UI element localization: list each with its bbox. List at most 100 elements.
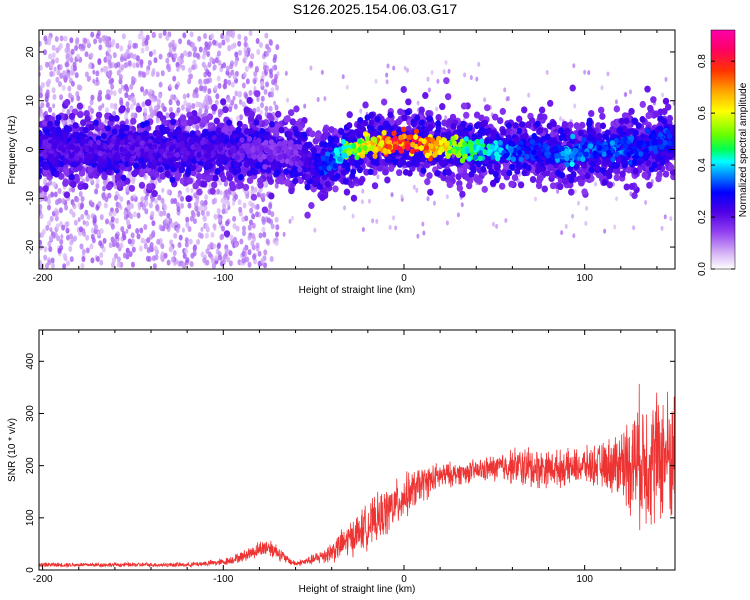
heatmap-cell <box>195 173 203 181</box>
heatmap-noise-cell <box>80 213 85 220</box>
heatmap-noise-cell <box>124 114 129 121</box>
heatmap-noise-cell <box>158 92 163 99</box>
heatmap-noise-cell <box>263 249 268 256</box>
heatmap-noise-cell <box>125 86 130 93</box>
heatmap-cell <box>484 104 491 112</box>
heatmap-noise-cell <box>168 217 173 224</box>
heatmap-noise-cell <box>239 114 244 121</box>
heatmap-noise-cell <box>166 212 171 219</box>
heatmap-noise-cell <box>585 205 589 211</box>
heatmap-noise-cell <box>672 100 675 106</box>
heatmap-noise-cell <box>249 219 254 226</box>
heatmap-cell <box>332 185 339 193</box>
heatmap-noise-cell <box>148 202 153 209</box>
heatmap-noise-cell <box>86 213 91 220</box>
heatmap-cell <box>508 180 515 188</box>
heatmap-noise-cell <box>109 62 113 68</box>
heatmap-noise-cell <box>244 215 249 222</box>
heatmap-noise-cell <box>200 226 204 232</box>
heatmap-cell <box>186 177 194 185</box>
heatmap-noise-cell <box>176 66 180 72</box>
heatmap-noise-cell <box>213 226 217 232</box>
heatmap-noise-cell <box>271 79 276 86</box>
heatmap-noise-cell <box>47 35 52 42</box>
heatmap-noise-cell <box>125 101 130 108</box>
heatmap-noise-cell <box>71 201 75 207</box>
heatmap-noise-cell <box>213 213 218 220</box>
heatmap-noise-cell <box>214 99 219 106</box>
heatmap-noise-cell <box>187 67 192 74</box>
heatmap-noise-cell <box>226 96 231 103</box>
heatmap-noise-cell <box>68 245 73 252</box>
heatmap-noise-cell <box>660 225 664 231</box>
heatmap-noise-cell <box>45 89 50 96</box>
heatmap-cell <box>568 188 575 196</box>
heatmap-noise-cell <box>148 50 153 57</box>
heatmap-noise-cell <box>39 64 43 71</box>
heatmap-noise-cell <box>193 244 198 251</box>
heatmap-noise-cell <box>260 257 265 264</box>
heatmap-noise-cell <box>187 202 192 209</box>
heatmap-cell <box>254 90 261 98</box>
heatmap-noise-cell <box>573 188 577 194</box>
heatmap-noise-cell <box>198 101 203 108</box>
heatmap-noise-cell <box>200 251 205 258</box>
heatmap-cell <box>653 110 660 118</box>
heatmap-noise-cell <box>83 37 88 44</box>
heatmap-noise-cell <box>62 263 67 269</box>
heatmap-noise-cell <box>112 238 117 245</box>
heatmap-noise-cell <box>165 223 170 230</box>
heatmap-noise-cell <box>249 60 254 67</box>
heatmap-noise-cell <box>161 187 165 193</box>
heatmap-noise-cell <box>195 52 200 59</box>
heatmap-noise-cell <box>181 64 186 71</box>
heatmap-noise-cell <box>85 247 90 254</box>
heatmap-noise-cell <box>261 216 266 223</box>
heatmap-noise-cell <box>415 187 419 193</box>
heatmap-noise-cell <box>68 233 73 240</box>
heatmap-cell <box>446 118 453 126</box>
heatmap-noise-cell <box>39 204 43 211</box>
heatmap-noise-cell <box>225 65 230 72</box>
heatmap-noise-cell <box>49 71 54 78</box>
heatmap-noise-cell <box>445 220 449 226</box>
heatmap-noise-cell <box>155 117 160 124</box>
heatmap-cell <box>201 116 208 124</box>
heatmap-noise-cell <box>189 73 194 80</box>
heatmap-noise-cell <box>197 35 202 42</box>
heatmap-noise-cell <box>39 108 43 115</box>
heatmap-noise-cell <box>245 78 250 85</box>
heatmap-noise-cell <box>421 221 425 227</box>
heatmap-noise-cell <box>78 226 83 233</box>
heatmap-noise-cell <box>188 238 193 245</box>
heatmap-noise-cell <box>77 217 81 223</box>
heatmap-noise-cell <box>156 238 161 245</box>
heatmap-noise-cell <box>111 257 116 264</box>
heatmap-noise-cell <box>232 95 236 101</box>
heatmap-cell <box>444 93 452 101</box>
heatmap-noise-cell <box>180 195 185 202</box>
heatmap-cell <box>388 118 395 126</box>
heatmap-cell <box>563 127 570 135</box>
heatmap-noise-cell <box>219 234 224 241</box>
heatmap-noise-cell <box>44 61 49 68</box>
heatmap-cell <box>418 106 425 114</box>
heatmap-noise-cell <box>232 223 237 230</box>
heatmap-noise-cell <box>49 63 54 70</box>
heatmap-noise-cell <box>456 212 460 218</box>
heatmap-noise-cell <box>152 263 157 269</box>
heatmap-noise-cell <box>545 69 549 75</box>
heatmap-cell <box>268 192 275 200</box>
heatmap-noise-cell <box>112 90 117 97</box>
heatmap-cell <box>529 176 537 184</box>
heatmap-noise-cell <box>241 225 246 232</box>
heatmap-noise-cell <box>204 41 209 48</box>
heatmap-noise-cell <box>164 218 169 225</box>
heatmap-noise-cell <box>506 96 510 102</box>
heatmap-noise-cell <box>150 70 155 77</box>
heatmap-cell <box>209 187 216 195</box>
heatmap-cell <box>473 175 481 184</box>
heatmap-noise-cell <box>204 104 208 110</box>
heatmap-noise-cell <box>572 63 576 69</box>
heatmap-cell <box>537 127 544 134</box>
